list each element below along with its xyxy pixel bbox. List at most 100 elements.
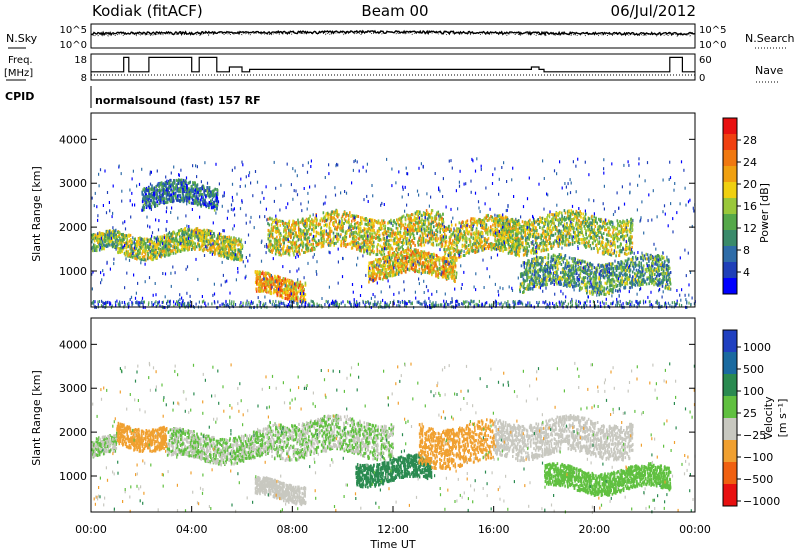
power-cell (184, 244, 187, 248)
power-cell (442, 265, 445, 269)
noise-sky-line (90, 29, 696, 37)
power-cell (405, 226, 407, 230)
power-cell (433, 252, 435, 256)
power-cell (441, 233, 443, 237)
power-cell (240, 238, 243, 242)
power-cell (223, 239, 225, 243)
power-cell (214, 192, 217, 196)
power-cell (290, 289, 292, 293)
power-cell (203, 202, 206, 206)
power-cell (208, 188, 210, 192)
power-cell (130, 238, 132, 241)
power-cell (200, 193, 202, 197)
power-cell (192, 242, 195, 246)
power-cell (93, 243, 95, 247)
power-cell (367, 243, 369, 247)
power-cell (364, 248, 367, 252)
power-cell (172, 251, 175, 255)
power-cell (113, 243, 116, 246)
power-cell (331, 210, 333, 214)
power-cell (148, 239, 151, 243)
power-cell (306, 244, 308, 248)
power-cell (141, 244, 143, 248)
power-cell (119, 236, 121, 240)
power-cell (411, 255, 414, 259)
power-cell (291, 289, 294, 293)
power-cell (184, 179, 187, 183)
power-cell (167, 245, 170, 249)
power-cell (108, 236, 110, 240)
power-cell (270, 217, 273, 221)
power-cell (142, 188, 144, 192)
power-cell (379, 264, 382, 267)
power-cell (217, 245, 219, 249)
power-cell (167, 187, 169, 191)
power-cell (105, 238, 107, 242)
cpid-panel: CPID normalsound (fast) 157 RF (5, 86, 261, 108)
power-cell (228, 246, 230, 249)
power-cell (349, 234, 351, 238)
power-cell (165, 192, 167, 196)
power-cell (161, 253, 164, 257)
power-cell (413, 216, 416, 220)
power-cell (341, 237, 344, 241)
power-cell (230, 242, 232, 246)
power-cell (199, 247, 202, 251)
power-cell (181, 184, 184, 188)
power-cell (196, 187, 199, 191)
power-cell (138, 256, 141, 260)
power-cell (111, 234, 113, 238)
power-cell (368, 240, 371, 244)
power-cell (306, 219, 308, 223)
power-cell (436, 267, 439, 271)
power-cell (376, 245, 378, 249)
power-cell (163, 234, 166, 238)
power-cell (172, 240, 174, 244)
power-cell (190, 201, 193, 205)
power-cell (239, 254, 242, 258)
power-cell (143, 205, 145, 209)
power-cell (150, 248, 153, 252)
power-cell (159, 243, 162, 247)
power-cell (172, 184, 174, 188)
power-cell (355, 239, 357, 242)
power-cell (273, 244, 275, 248)
power-cell (210, 248, 212, 252)
power-cell (404, 261, 406, 265)
power-cell (151, 201, 154, 205)
power-cell (381, 227, 383, 230)
power-cell (220, 241, 223, 245)
power-cell (159, 247, 162, 251)
power-cell (284, 250, 287, 254)
power-cell (407, 214, 410, 218)
power-cell (96, 238, 98, 242)
power-cell (154, 242, 157, 246)
power-cell (210, 193, 212, 197)
power-cell (122, 237, 125, 241)
power-cell (297, 218, 299, 222)
power-cell (173, 179, 175, 182)
power-cell (200, 195, 203, 199)
power-cell (213, 252, 216, 256)
power-cell (233, 258, 235, 262)
power-cell (181, 181, 183, 185)
power-cell (177, 229, 180, 233)
power-cell (388, 220, 391, 224)
power-cell (285, 289, 288, 293)
power-cell (265, 284, 267, 288)
power-cell (433, 237, 435, 241)
power-cell (119, 249, 121, 253)
power-cell (207, 249, 209, 252)
power-cell (306, 232, 309, 236)
power-cell (142, 208, 144, 212)
power-cell (378, 260, 380, 264)
power-cell (274, 284, 277, 288)
power-cell (215, 203, 217, 207)
power-cell (284, 228, 286, 232)
power-cell (287, 235, 289, 238)
power-cell (295, 249, 297, 253)
power-cell (293, 253, 295, 257)
power-cell (418, 251, 420, 255)
power-cell (279, 223, 282, 227)
